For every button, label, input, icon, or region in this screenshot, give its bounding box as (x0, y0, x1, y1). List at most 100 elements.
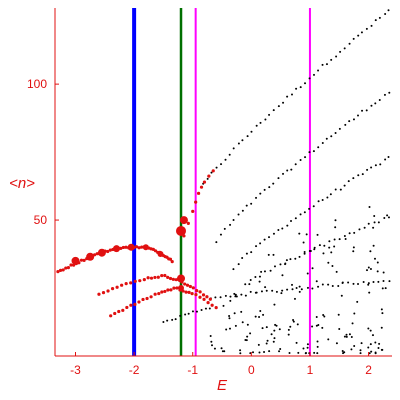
black-point (330, 58, 333, 61)
black-point (241, 256, 244, 259)
black-point (184, 313, 187, 316)
red-point (108, 248, 112, 252)
black-point (305, 233, 308, 236)
red-point (198, 290, 202, 294)
black-point (174, 318, 177, 321)
black-point (343, 234, 346, 237)
y-tick-label: 100 (27, 77, 47, 91)
red-point (82, 258, 86, 262)
black-point (263, 188, 266, 191)
black-point (380, 308, 383, 311)
black-point (223, 350, 226, 353)
black-point (325, 63, 328, 66)
black-point (237, 142, 240, 145)
black-point (370, 166, 373, 169)
black-point (345, 333, 348, 336)
black-point (279, 263, 282, 266)
black-point (295, 87, 298, 90)
black-point (374, 341, 377, 344)
black-point (341, 349, 344, 352)
red-point (206, 301, 210, 305)
black-point (327, 261, 330, 264)
black-point (279, 348, 282, 351)
red-point (166, 275, 170, 279)
black-point (352, 118, 355, 121)
red-point (129, 281, 133, 285)
red-point (194, 293, 198, 297)
black-point (334, 188, 337, 191)
red-point (157, 291, 161, 296)
red-point (149, 295, 153, 299)
black-point (326, 196, 329, 199)
red-point (125, 305, 129, 310)
black-point (298, 290, 301, 293)
black-point (224, 158, 227, 161)
black-point (280, 292, 283, 295)
black-point (369, 268, 372, 271)
red-point (194, 200, 198, 204)
black-point (312, 205, 315, 208)
black-point (273, 303, 276, 306)
red-point (168, 257, 173, 261)
black-point (273, 265, 276, 268)
red-point (191, 286, 195, 290)
black-point (241, 139, 244, 142)
black-point (386, 214, 389, 217)
black-point (258, 316, 261, 319)
black-point (213, 347, 216, 350)
red-point (56, 270, 60, 274)
black-point (299, 86, 302, 89)
black-point (365, 27, 368, 30)
black-point (295, 287, 298, 290)
black-point (373, 215, 376, 218)
x-tick-label: 2 (365, 363, 372, 377)
black-point (368, 352, 371, 355)
red-point (124, 245, 128, 249)
black-point (359, 349, 362, 352)
black-point (376, 270, 379, 273)
black-point (302, 347, 305, 350)
x-tick-label: -1 (187, 363, 198, 377)
black-point (278, 350, 281, 353)
black-point (250, 251, 253, 254)
black-point (306, 272, 309, 275)
black-point (383, 93, 386, 96)
black-point (254, 315, 257, 318)
red-point (145, 296, 149, 301)
red-highlight-point (127, 243, 135, 251)
black-point (215, 241, 218, 244)
black-point (277, 105, 280, 108)
black-point (232, 147, 235, 150)
black-point (331, 285, 334, 288)
black-point (311, 287, 314, 290)
red-point (137, 300, 141, 304)
black-point (241, 209, 244, 212)
black-point (372, 244, 375, 247)
black-point (348, 232, 351, 235)
black-point (382, 271, 385, 274)
black-point (162, 321, 165, 324)
black-point (272, 109, 275, 112)
red-point (163, 273, 167, 278)
black-point (352, 282, 355, 285)
black-point (290, 219, 293, 222)
black-point (308, 207, 311, 210)
black-point (233, 312, 236, 315)
red-point (121, 308, 125, 312)
black-point (299, 213, 302, 216)
red-point (166, 288, 170, 292)
red-point (101, 290, 106, 295)
black-point (286, 95, 289, 98)
y-ticks: 50 100 (27, 77, 59, 227)
black-point (245, 204, 248, 207)
black-point (368, 291, 371, 294)
black-point (303, 252, 306, 255)
black-point (299, 159, 302, 162)
black-point (317, 69, 320, 72)
black-point (294, 257, 297, 260)
black-point (388, 91, 391, 94)
black-point (353, 231, 356, 234)
red-point (142, 278, 146, 282)
black-point (268, 236, 271, 239)
black-point (372, 281, 375, 284)
